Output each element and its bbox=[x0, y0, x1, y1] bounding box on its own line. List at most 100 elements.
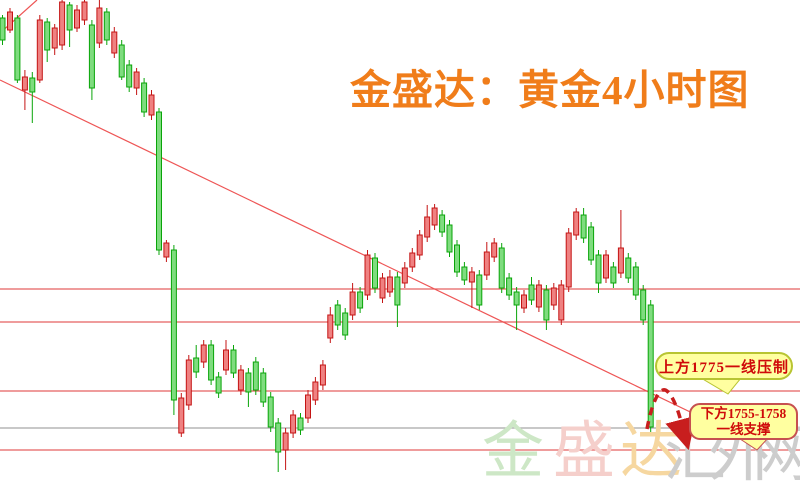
candle-body bbox=[0, 17, 6, 41]
candle-body bbox=[74, 9, 80, 29]
candle-body bbox=[51, 27, 58, 49]
candle-body bbox=[528, 284, 535, 301]
candle-body bbox=[550, 287, 557, 306]
candle-body bbox=[290, 414, 297, 434]
candle-body bbox=[632, 266, 639, 296]
candle-body bbox=[461, 266, 468, 281]
candle-body bbox=[580, 214, 587, 239]
candle-body bbox=[588, 226, 595, 261]
resistance-callout-text: 上方1775一线压制 bbox=[658, 359, 789, 376]
candle-body bbox=[327, 314, 334, 339]
candle-body bbox=[88, 24, 95, 89]
candle-body bbox=[394, 276, 401, 306]
candle-body bbox=[252, 361, 259, 391]
candle-body bbox=[297, 417, 304, 431]
candle-body bbox=[81, 1, 88, 21]
watermark-char: 金 bbox=[482, 418, 545, 481]
candle-body bbox=[282, 432, 289, 451]
candle-body bbox=[498, 247, 505, 289]
candle-body bbox=[647, 304, 654, 428]
candle-body bbox=[59, 1, 66, 46]
candle-body bbox=[334, 304, 341, 326]
candle-body bbox=[111, 31, 118, 54]
candle-body bbox=[416, 234, 423, 256]
trendline bbox=[0, 79, 710, 422]
candle-body bbox=[439, 214, 446, 233]
candle-body bbox=[424, 216, 431, 238]
candle-body bbox=[185, 359, 192, 406]
candle-body bbox=[483, 251, 490, 276]
candle-body bbox=[118, 44, 125, 78]
candle-body bbox=[215, 376, 222, 394]
candle-body bbox=[401, 267, 408, 284]
candle-body bbox=[558, 284, 565, 321]
candle-body bbox=[96, 7, 103, 44]
candle-body bbox=[141, 82, 148, 113]
resistance-callout-tail bbox=[699, 377, 743, 395]
candle-body bbox=[342, 312, 349, 336]
candle-body bbox=[103, 11, 110, 41]
candle-body bbox=[200, 344, 207, 363]
projection-arrow bbox=[645, 388, 696, 451]
candle-body bbox=[603, 254, 609, 279]
candle-body bbox=[126, 64, 133, 88]
candle-body bbox=[565, 232, 572, 288]
candle-body bbox=[513, 291, 520, 306]
candle-body bbox=[29, 77, 36, 93]
candle-body bbox=[156, 111, 162, 251]
candle-body bbox=[610, 266, 617, 284]
candle-body bbox=[312, 381, 319, 401]
support-callout-line1: 下方1755-1758 bbox=[700, 405, 787, 421]
candle-body bbox=[573, 211, 580, 236]
resistance-callout: 上方1775一线压制 bbox=[655, 352, 793, 380]
candle-body bbox=[521, 294, 527, 309]
candle-body bbox=[14, 17, 21, 81]
candle-body bbox=[409, 252, 416, 268]
candle-body bbox=[193, 357, 200, 373]
candle-body bbox=[595, 254, 602, 284]
candle-body bbox=[476, 274, 483, 306]
candle-body bbox=[7, 11, 13, 31]
candle-body bbox=[454, 244, 460, 273]
candle-body bbox=[468, 271, 475, 283]
candle-body bbox=[275, 422, 282, 453]
candle-body bbox=[535, 284, 542, 308]
candle-body bbox=[230, 349, 237, 374]
candle-body bbox=[364, 254, 371, 296]
candle-body bbox=[148, 94, 155, 116]
support-callout: 下方1755-1758 一线支撑 bbox=[689, 403, 798, 440]
candle-body bbox=[170, 249, 177, 401]
candle-body bbox=[491, 242, 498, 258]
candle-body bbox=[386, 276, 393, 293]
candle-body bbox=[617, 247, 624, 274]
candle-body bbox=[640, 289, 647, 321]
candle-body bbox=[133, 71, 140, 89]
candle-body bbox=[625, 257, 632, 279]
candle-body bbox=[372, 257, 378, 289]
candle-body bbox=[237, 369, 244, 391]
candle-body bbox=[506, 277, 513, 296]
support-callout-line2: 一线支撑 bbox=[716, 421, 771, 437]
candle-body bbox=[223, 349, 229, 371]
candle-body bbox=[305, 394, 311, 419]
watermark-char: 盛 bbox=[553, 418, 616, 481]
watermark-char: 达 bbox=[620, 418, 683, 481]
candle-body bbox=[431, 207, 438, 226]
candle-body bbox=[44, 21, 51, 51]
candle-body bbox=[446, 224, 453, 253]
candle-body bbox=[319, 364, 326, 386]
candle-body bbox=[379, 277, 386, 299]
candle-body bbox=[208, 344, 215, 381]
candle-body bbox=[357, 291, 364, 309]
candle-body bbox=[163, 242, 170, 258]
candle-body bbox=[36, 19, 43, 81]
candle-body bbox=[21, 76, 28, 91]
candle-body bbox=[178, 397, 185, 434]
candle-body bbox=[66, 4, 73, 31]
trendline bbox=[0, 0, 38, 34]
candle-body bbox=[543, 289, 550, 321]
candle-body bbox=[260, 372, 267, 403]
page-title: 金盛达：黄金4小时图 bbox=[350, 67, 750, 113]
candle-body bbox=[349, 291, 356, 316]
